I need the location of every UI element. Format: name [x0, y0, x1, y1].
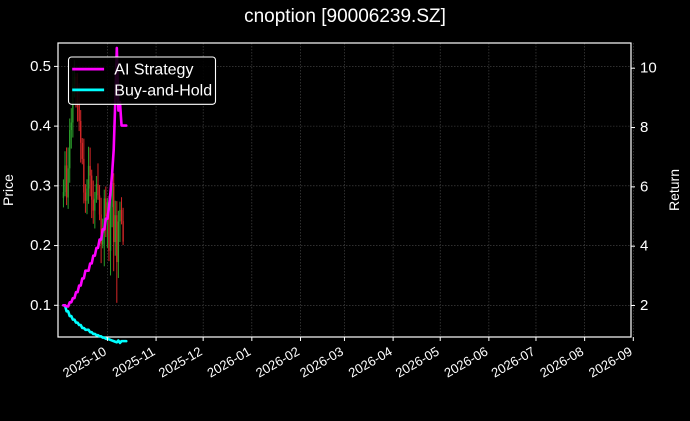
svg-text:0.5: 0.5: [30, 58, 51, 75]
svg-text:Price: Price: [0, 174, 16, 206]
svg-text:AI Strategy: AI Strategy: [114, 62, 193, 79]
svg-text:2: 2: [640, 297, 648, 314]
svg-text:6: 6: [640, 178, 648, 195]
svg-text:Return: Return: [666, 169, 682, 211]
svg-text:10: 10: [640, 60, 657, 77]
svg-text:0.2: 0.2: [30, 237, 51, 254]
svg-text:0.3: 0.3: [30, 177, 51, 194]
svg-text:Buy-and-Hold: Buy-and-Hold: [114, 82, 212, 99]
svg-text:4: 4: [640, 238, 648, 255]
svg-text:8: 8: [640, 119, 648, 136]
svg-text:0.1: 0.1: [30, 297, 51, 314]
svg-text:0.4: 0.4: [30, 118, 51, 135]
svg-text:cnoption [90006239.SZ]: cnoption [90006239.SZ]: [244, 6, 446, 27]
